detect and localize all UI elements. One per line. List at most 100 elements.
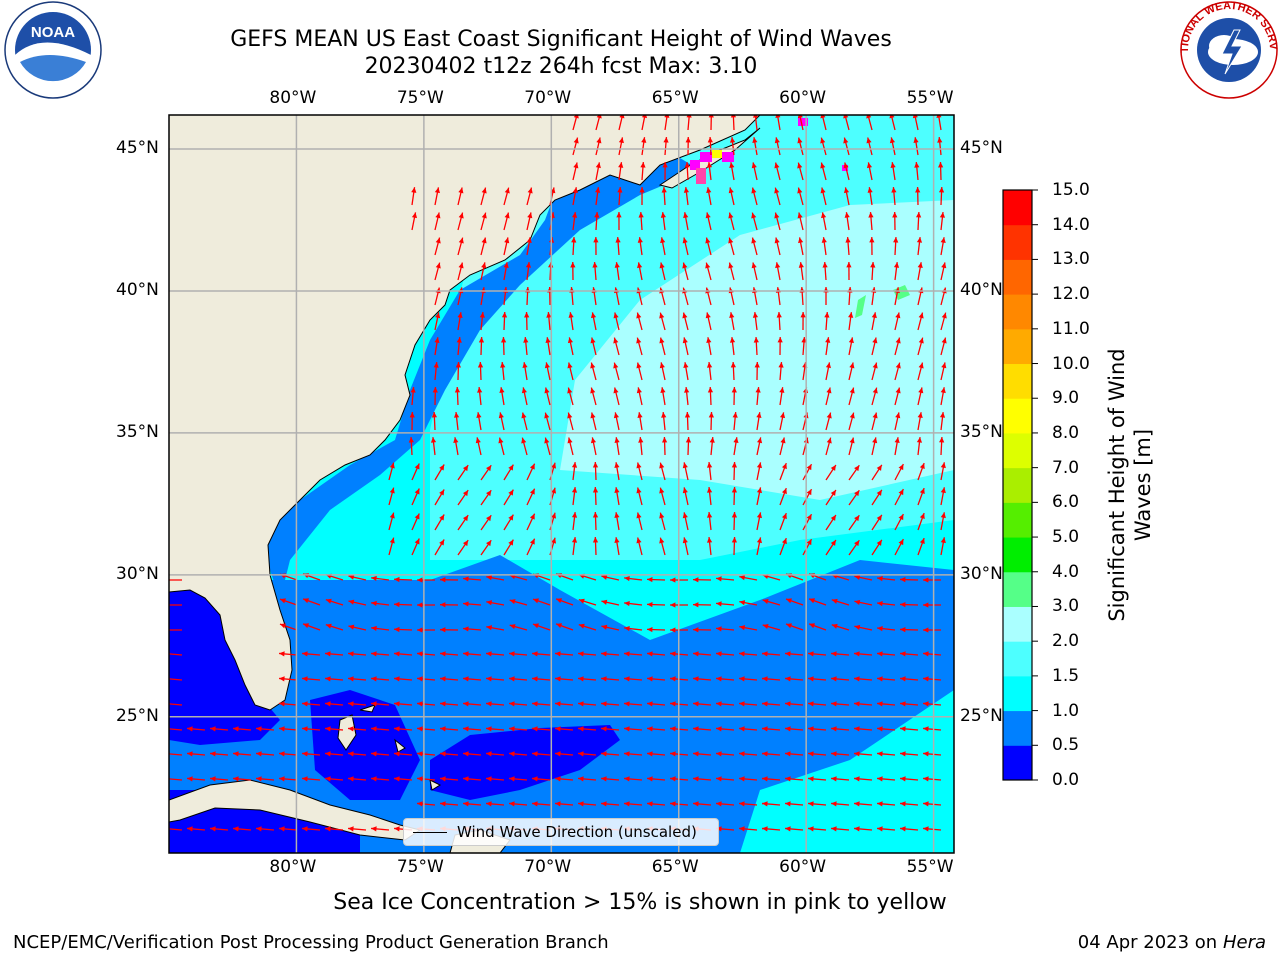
wave-arrow-head (739, 575, 746, 581)
wave-arrow-head (659, 312, 665, 319)
wave-arrow-head (757, 437, 763, 444)
wave-arrow-head (508, 514, 514, 521)
wave-arrow-head (806, 464, 812, 471)
wave-arrow-head (394, 576, 400, 583)
wave-arrow-head (923, 676, 929, 682)
wave-arrow-head (876, 514, 882, 521)
lat-tick-left: 25°N (116, 705, 159, 726)
wave-arrow-head (693, 776, 699, 782)
wave-arrow-head (636, 387, 642, 394)
wave-arrow-head (389, 462, 395, 469)
wave-arrow-head (869, 237, 875, 243)
wave-arrow-head (660, 237, 666, 244)
wave-arrow-head (762, 726, 768, 732)
wave-arrow-head (670, 602, 676, 608)
wave-arrow-head (619, 115, 625, 119)
wave-arrow-head (822, 262, 828, 268)
colorbar-segment (1003, 363, 1032, 399)
land-bahamas-small (359, 704, 442, 791)
wave-arrow-head (831, 676, 837, 682)
wave-arrow-head (394, 651, 400, 657)
wave-arrow-head (233, 826, 239, 832)
wave-arrow-head (637, 412, 643, 418)
wave-arrow-head (624, 751, 630, 757)
wave-arrow-head (187, 826, 193, 832)
wave-arrow-head (325, 826, 331, 832)
wave-arrow-head (613, 312, 619, 319)
wave-arrow-head (843, 137, 849, 144)
wave-arrow-head (808, 701, 814, 707)
wave-arrow-head (919, 463, 925, 470)
wave-arrow-head (637, 237, 643, 243)
wave-arrow-head (256, 751, 262, 757)
wave-arrow-head (371, 600, 377, 607)
wave-arrow-head (670, 701, 676, 707)
wave-arrow-head (683, 362, 689, 369)
wave-arrow-head (571, 537, 578, 543)
wave-arrow-head (348, 599, 355, 605)
wave-arrow-head (567, 412, 573, 419)
wave-arrow-head (682, 512, 688, 519)
wave-arrow-head (820, 162, 826, 169)
wave-arrow-head (526, 237, 532, 244)
wave-arrow-head (592, 487, 599, 493)
wave-arrow-head (525, 262, 532, 268)
chart-subtitle: 20230402 t12z 264h fcst Max: 3.10 (364, 54, 758, 79)
wave-arrow-head (614, 487, 620, 494)
wave-arrow-head (831, 623, 838, 629)
wave-arrow-head (716, 651, 722, 657)
colorbar-tick-label: 13.0 (1052, 249, 1090, 270)
wave-arrow-head (638, 437, 644, 443)
wave-arrow-head (820, 115, 826, 119)
wave-arrow-head (660, 387, 666, 393)
wave-arrow-head (256, 726, 262, 732)
wave-arrow-head (785, 701, 791, 707)
wave-arrow-head (521, 437, 527, 444)
wave-arrow-head (325, 726, 331, 732)
wave-arrow-head (751, 212, 757, 219)
wave-arrow-head (889, 137, 895, 144)
wave-arrow-head (509, 726, 515, 732)
wave-arrow-head (919, 513, 925, 520)
wave-arrow-shaft (169, 753, 183, 756)
wave-arrow-head (846, 262, 852, 268)
wave-arrow-head (843, 115, 849, 119)
wave-arrow-head (414, 463, 420, 470)
wave-arrow-head (821, 212, 827, 219)
wave-arrow-head (394, 776, 400, 782)
wave-arrow-head (659, 462, 665, 469)
wave-arrow-head (762, 776, 768, 782)
colorbar-tick-label: 15.0 (1052, 180, 1090, 200)
wave-arrow-head (533, 598, 539, 604)
wave-arrow-head (571, 487, 578, 493)
colorbar-tick-label: 2.0 (1052, 631, 1080, 652)
wave-arrow-head (456, 337, 462, 343)
wave-arrow-head (504, 187, 510, 194)
wave-arrow-head (498, 412, 504, 419)
wave-arrow-head (389, 537, 395, 544)
wave-arrow-head (348, 676, 354, 682)
wave-arrow-head (411, 187, 417, 193)
wave-arrow-head (854, 776, 860, 782)
wave-arrow-head (486, 625, 493, 631)
wave-arrow-head (762, 676, 768, 682)
wave-arrow-head (821, 237, 827, 243)
wave-arrow-head (659, 487, 665, 494)
wave-arrow-head (614, 262, 620, 268)
wave-arrow-head (624, 726, 630, 732)
wave-arrow-head (601, 651, 607, 657)
wave-arrow-head (529, 488, 535, 495)
lat-tick-right: 35°N (960, 421, 1003, 442)
wave-arrow-head (596, 137, 602, 144)
wave-arrow-head (439, 489, 445, 496)
wave-arrow-head (551, 537, 557, 544)
wave-arrow-head (659, 337, 665, 344)
wave-arrow-head (751, 187, 757, 194)
wave-arrow-head (551, 487, 557, 494)
wave-arrow-head (636, 512, 642, 519)
colorbar-tick-label: 5.0 (1052, 527, 1080, 548)
wave-arrow-head (831, 826, 837, 832)
wave-arrow-head (440, 701, 446, 707)
wave-arrow-head (798, 262, 804, 268)
wave-arrow-head (463, 601, 469, 607)
